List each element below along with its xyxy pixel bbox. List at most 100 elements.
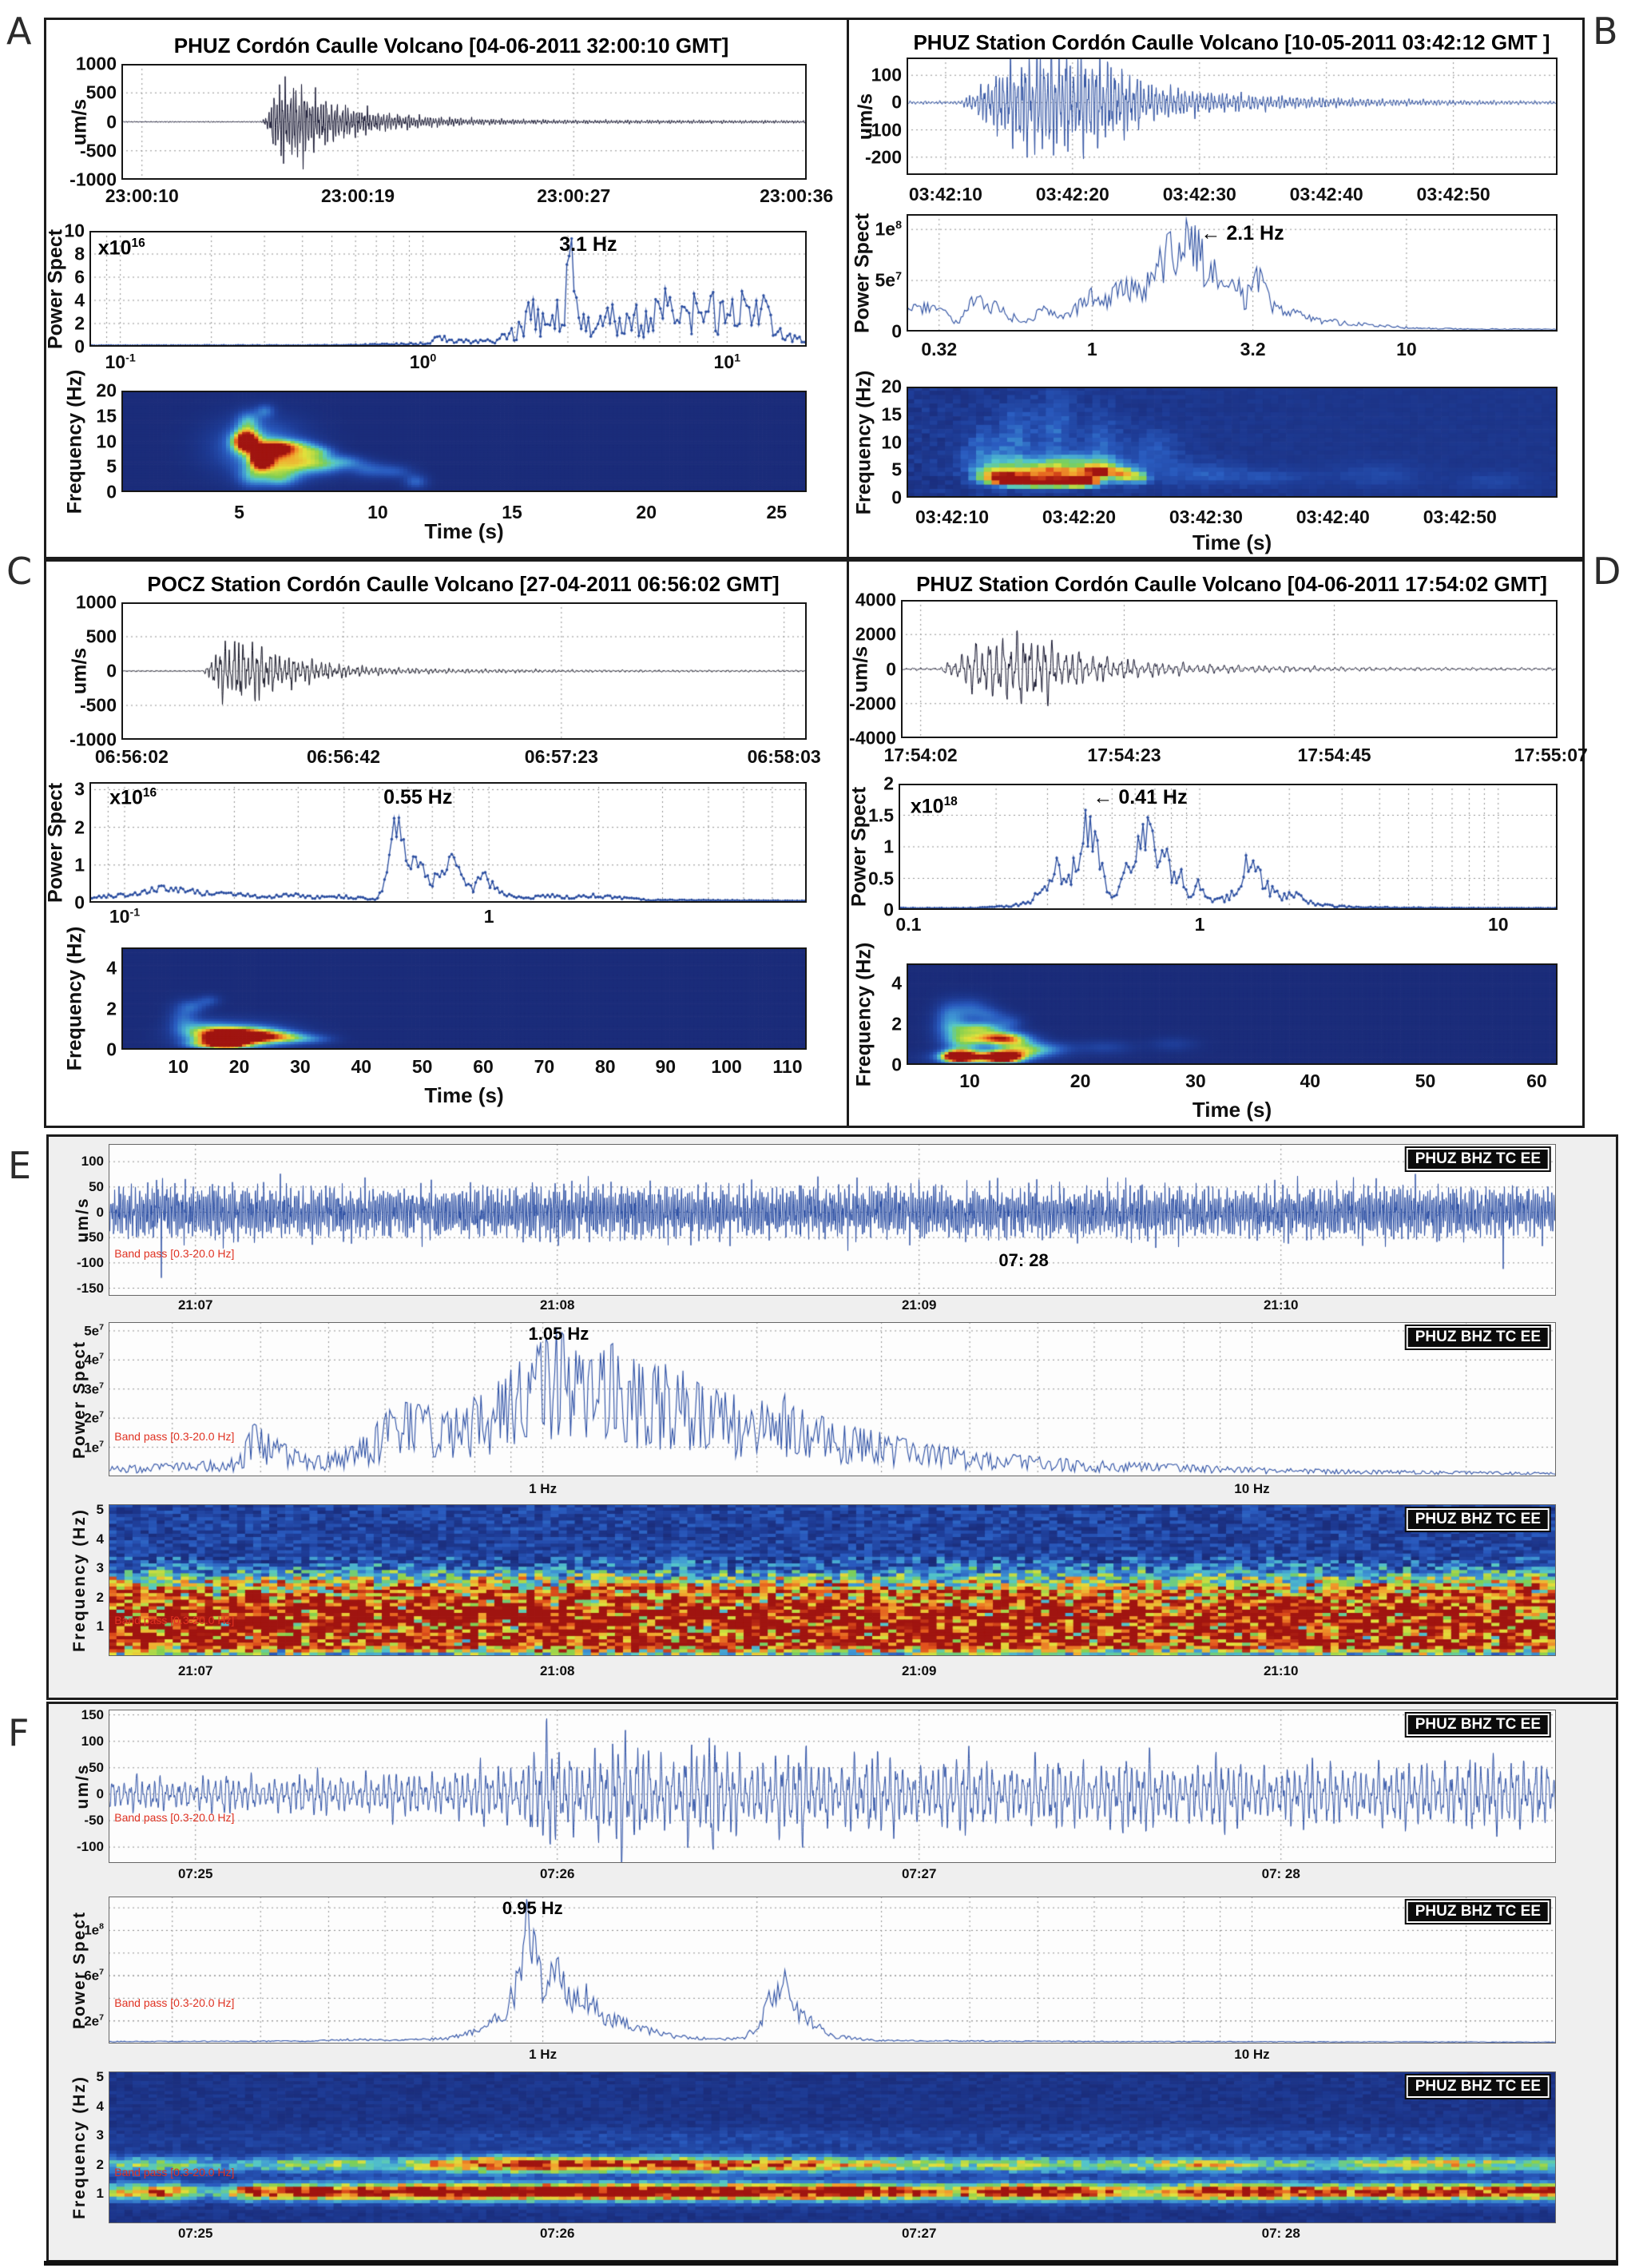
panel-a-spectrogram-ytick: 15	[96, 405, 117, 427]
panel-c-spectrogram-x-axis-label: Time (s)	[424, 1083, 504, 1107]
panel-b-seismogram-plot	[907, 58, 1558, 175]
panel-f-spectrogram-xtick: 07:25	[177, 2226, 213, 2241]
panel-a-seismogram-ytick: -1000	[69, 169, 117, 190]
panel-d-power-spectrum-annotation-scale: x1018	[910, 795, 958, 818]
exponent: 7	[99, 1967, 104, 1977]
panel-f-power-spectrum-station-badge: PHUZ BHZ TC EE	[1404, 1899, 1552, 1924]
panel-e-seismogram-ytick: 0	[96, 1204, 104, 1220]
panel-b-seismogram-xtick: 03:42:20	[1035, 184, 1109, 205]
panel-letter-d: D	[1593, 550, 1621, 593]
panel-b-spectrogram-xtick: 03:42:20	[1042, 506, 1117, 527]
exponent: 7	[99, 1439, 104, 1449]
panel-a-spectrogram-xtick: 15	[502, 502, 522, 522]
panel-c-power-spectrum-ytick: 2	[74, 816, 85, 838]
panel-b-power-spectrum-y-axis-label: Power Spect	[851, 213, 874, 333]
panel-f-seismogram-plot	[109, 1710, 1556, 1863]
panel-a-seismogram-xtick: 23:00:27	[537, 185, 611, 206]
panel-a-spectrogram-xtick: 10	[367, 502, 388, 522]
panel-e-spectrogram-bandpass-note: Band pass [0.3-20.0 Hz]	[114, 1613, 235, 1627]
panel-c-spectrogram-xtick: 30	[290, 1056, 311, 1077]
panel-c-seismogram-xtick: 06:56:02	[94, 746, 169, 767]
panel-a-title: PHUZ Cordón Caulle Volcano [04-06-2011 3…	[173, 34, 729, 58]
panel-e-seismogram-xtick: 21:10	[1263, 1297, 1299, 1313]
panel-e-power-spectrum-xtick: 1 Hz	[529, 1481, 558, 1496]
panel-c-seismogram-ytick: 1000	[75, 591, 117, 613]
panel-f-seismogram-ytick: -100	[76, 1839, 104, 1855]
exponent: 7	[99, 2012, 104, 2023]
panel-b-seismogram-ytick: 0	[891, 91, 902, 113]
panel-c-spectrogram-plot	[121, 947, 807, 1050]
panel-f-power-spectrum-bandpass-note: Band pass [0.3-20.0 Hz]	[114, 1996, 235, 2010]
panel-a-spectrogram-ytick: 5	[106, 455, 117, 477]
panel-c-seismogram-ytick: 0	[106, 660, 117, 681]
panel-e-power-spectrum-ytick: 1e7	[84, 1439, 104, 1455]
panel-f-power-spectrum-plot	[109, 1897, 1556, 2044]
panel-a-power-spectrum-xtick: 100	[409, 352, 437, 372]
panel-a-seismogram-ytick: 1000	[75, 53, 117, 74]
panel-f-spectrogram-xtick: 07:27	[901, 2226, 937, 2241]
panel-e-spectrogram-xtick: 21:07	[177, 1663, 213, 1678]
panel-d-power-spectrum-ytick: 0.5	[868, 868, 894, 888]
panel-f-spectrogram-ytick: 1	[96, 2186, 104, 2202]
panel-d-power-spectrum-ytick: 1	[883, 836, 894, 857]
panel-c-power-spectrum-ytick: 1	[74, 854, 85, 876]
panel-a-seismogram-ytick: 500	[85, 81, 117, 103]
panel-b-seismogram-xtick: 03:42:10	[908, 184, 982, 205]
panel-d-power-spectrum-xtick: 10	[1487, 914, 1509, 935]
panel-a-power-spectrum-ytick: 8	[74, 243, 85, 264]
panel-b-spectrogram-y-axis-label: Frequency (Hz)	[852, 370, 875, 514]
panel-f-power-spectrum-xtick: 10 Hz	[1234, 2047, 1270, 2062]
panel-a-spectrogram-ytick: 10	[96, 431, 117, 451]
panel-b-spectrogram-ytick: 10	[881, 431, 902, 452]
panel-a-spectrogram-ytick: 0	[106, 481, 117, 502]
panel-a-seismogram-y-axis-label: um/s	[68, 98, 91, 145]
exponent: 7	[895, 269, 902, 283]
panel-c-seismogram-ytick: -1000	[69, 729, 117, 750]
panel-d-seismogram-ytick: -4000	[849, 727, 896, 749]
panel-f-spectrogram-plot	[109, 2071, 1556, 2223]
panel-a-power-spectrum-ytick: 6	[74, 266, 85, 288]
panel-b-seismogram-ytick: -200	[864, 146, 902, 168]
panel-c-power-spectrum-ytick: 0	[74, 892, 85, 913]
exponent: 16	[131, 236, 145, 251]
panel-a-power-spectrum-annotation-scale: x1016	[97, 236, 145, 260]
panel-d-power-spectrum-y-axis-label: Power Spect	[847, 786, 871, 908]
panel-e-seismogram-plot	[109, 1144, 1556, 1296]
panel-d-power-spectrum-xtick: 0.1	[895, 914, 922, 935]
panel-letter-b: B	[1593, 10, 1618, 53]
panel-f-seismogram-bandpass-note: Band pass [0.3-20.0 Hz]	[114, 1810, 235, 1824]
panel-a-spectrogram-x-axis-label: Time (s)	[424, 519, 504, 543]
panel-a-spectrogram-xtick: 5	[234, 502, 244, 522]
panel-a-power-spectrum-ytick: 2	[74, 312, 85, 334]
panel-a-power-spectrum-ytick: 10	[64, 220, 85, 241]
panel-e-power-spectrum-bandpass-note: Band pass [0.3-20.0 Hz]	[114, 1430, 235, 1444]
panel-f-spectrogram-xtick: 07:26	[539, 2226, 575, 2241]
panel-c-power-spectrum-plot	[89, 782, 807, 903]
panel-f-power-spectrum-ytick: 1e8	[84, 1922, 104, 1938]
panel-f-spectrogram-xtick: 07: 28	[1261, 2226, 1300, 2241]
panel-f-spectrogram-ytick: 5	[96, 2069, 104, 2085]
panel-b-spectrogram-ytick: 15	[881, 403, 902, 425]
panel-a-power-spectrum-annotation-peak: 3.1 Hz	[559, 232, 617, 256]
panel-c-spectrogram-xtick: 60	[473, 1056, 494, 1077]
panel-b-power-spectrum-ytick: 5e7	[875, 269, 902, 291]
panel-c-spectrogram-ytick: 4	[106, 957, 117, 979]
panel-f-spectrogram-station-badge: PHUZ BHZ TC EE	[1404, 2074, 1552, 2099]
panel-f-power-spectrum-ytick: 6e7	[84, 1967, 104, 1984]
panel-c-power-spectrum-annotation-scale: x1016	[109, 785, 157, 808]
panel-e-seismogram-xtick: 21:08	[539, 1297, 575, 1313]
panel-b-seismogram-y-axis-label: um/s	[854, 93, 877, 140]
panel-e-power-spectrum-annotation-peak: 1.05 Hz	[528, 1323, 589, 1344]
panel-f-spectrogram-bandpass-note: Band pass [0.3-20.0 Hz]	[114, 2165, 235, 2179]
exponent: 16	[142, 785, 157, 800]
panel-e-power-spectrum-y-axis-label: Power Spect	[70, 1340, 89, 1459]
panel-e-seismogram-bandpass-note: Band pass [0.3-20.0 Hz]	[114, 1247, 235, 1261]
exponent: 18	[943, 795, 958, 809]
panel-b-power-spectrum-ytick: 0	[891, 320, 902, 342]
panel-c-spectrogram-xtick: 50	[411, 1056, 433, 1077]
panel-c-title: POCZ Station Cordón Caulle Volcano [27-0…	[147, 572, 780, 596]
panel-b-seismogram-xtick: 03:42:40	[1289, 184, 1363, 205]
exponent: 8	[99, 1922, 104, 1932]
panel-a-seismogram-ytick: -500	[79, 140, 117, 161]
